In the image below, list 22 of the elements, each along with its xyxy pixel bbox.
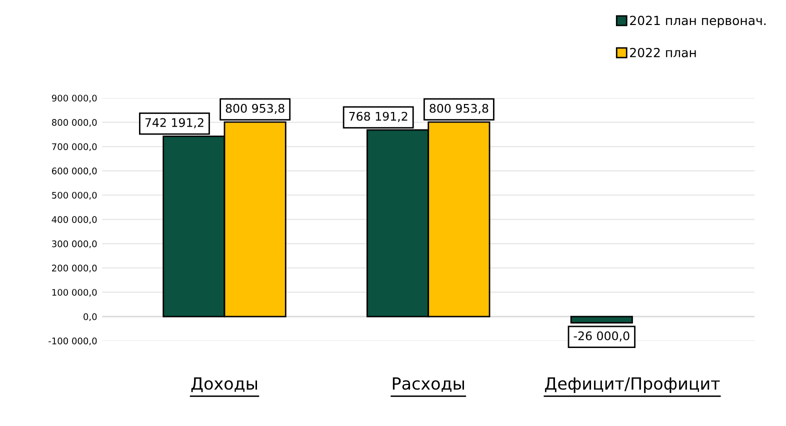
data-label: -26 000,0 [574, 331, 630, 342]
legend-label: 2021 план первонач. [630, 16, 766, 28]
data-label: 768 191,2 [349, 112, 408, 122]
y-tick-label: 500 000,0 [52, 192, 97, 200]
x-tick-label: Расходы [392, 377, 464, 392]
y-tick-label: 900 000,0 [52, 94, 97, 102]
legend-label: 2022 план [630, 48, 696, 58]
y-tick-label: 700 000,0 [52, 143, 97, 152]
y-tick-label: 200 000,0 [52, 264, 97, 272]
data-label: 800 953,8 [430, 104, 488, 114]
x-tick-label: Доходы [191, 377, 257, 392]
data-label: 742 191,2 [145, 118, 204, 128]
y-tick-label: 600 000,0 [52, 168, 97, 176]
bar [570, 316, 633, 324]
y-tick-label: 800 000,0 [52, 118, 97, 127]
y-tick-label: 300 000,0 [52, 240, 97, 248]
y-tick-label: 0,0 [84, 313, 97, 321]
y-tick-label: -100 000,0 [48, 338, 97, 346]
y-tick-label: 400 000,0 [52, 216, 97, 224]
y-tick-label: 100 000,0 [52, 288, 97, 297]
x-tick-label: Дефицит/Профицит [544, 377, 720, 394]
data-label: 800 953,8 [226, 104, 284, 114]
